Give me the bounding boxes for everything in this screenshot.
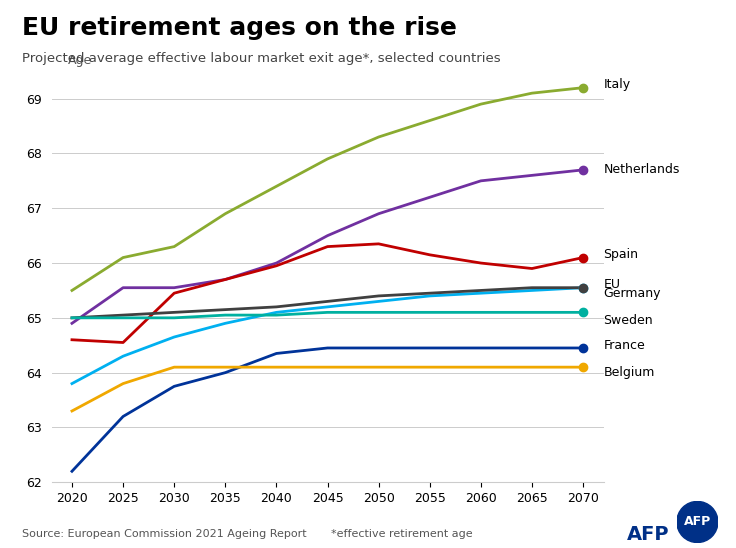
- Text: *effective retirement age: *effective retirement age: [331, 529, 473, 539]
- Text: Age: Age: [68, 54, 92, 67]
- Text: Spain: Spain: [604, 248, 639, 261]
- Text: Italy: Italy: [604, 78, 631, 92]
- Text: Belgium: Belgium: [604, 366, 655, 379]
- Text: Projected average effective labour market exit age*, selected countries: Projected average effective labour marke…: [22, 52, 500, 65]
- Text: Sweden: Sweden: [604, 314, 653, 327]
- Text: AFP: AFP: [626, 525, 669, 544]
- Text: Germany: Germany: [604, 287, 661, 300]
- Text: Source: European Commission 2021 Ageing Report: Source: European Commission 2021 Ageing …: [22, 529, 307, 539]
- Text: Netherlands: Netherlands: [604, 163, 680, 176]
- Text: AFP: AFP: [684, 516, 711, 528]
- Text: France: France: [604, 339, 645, 352]
- Text: EU retirement ages on the rise: EU retirement ages on the rise: [22, 16, 457, 41]
- Text: EU: EU: [604, 278, 620, 292]
- Circle shape: [677, 501, 718, 543]
